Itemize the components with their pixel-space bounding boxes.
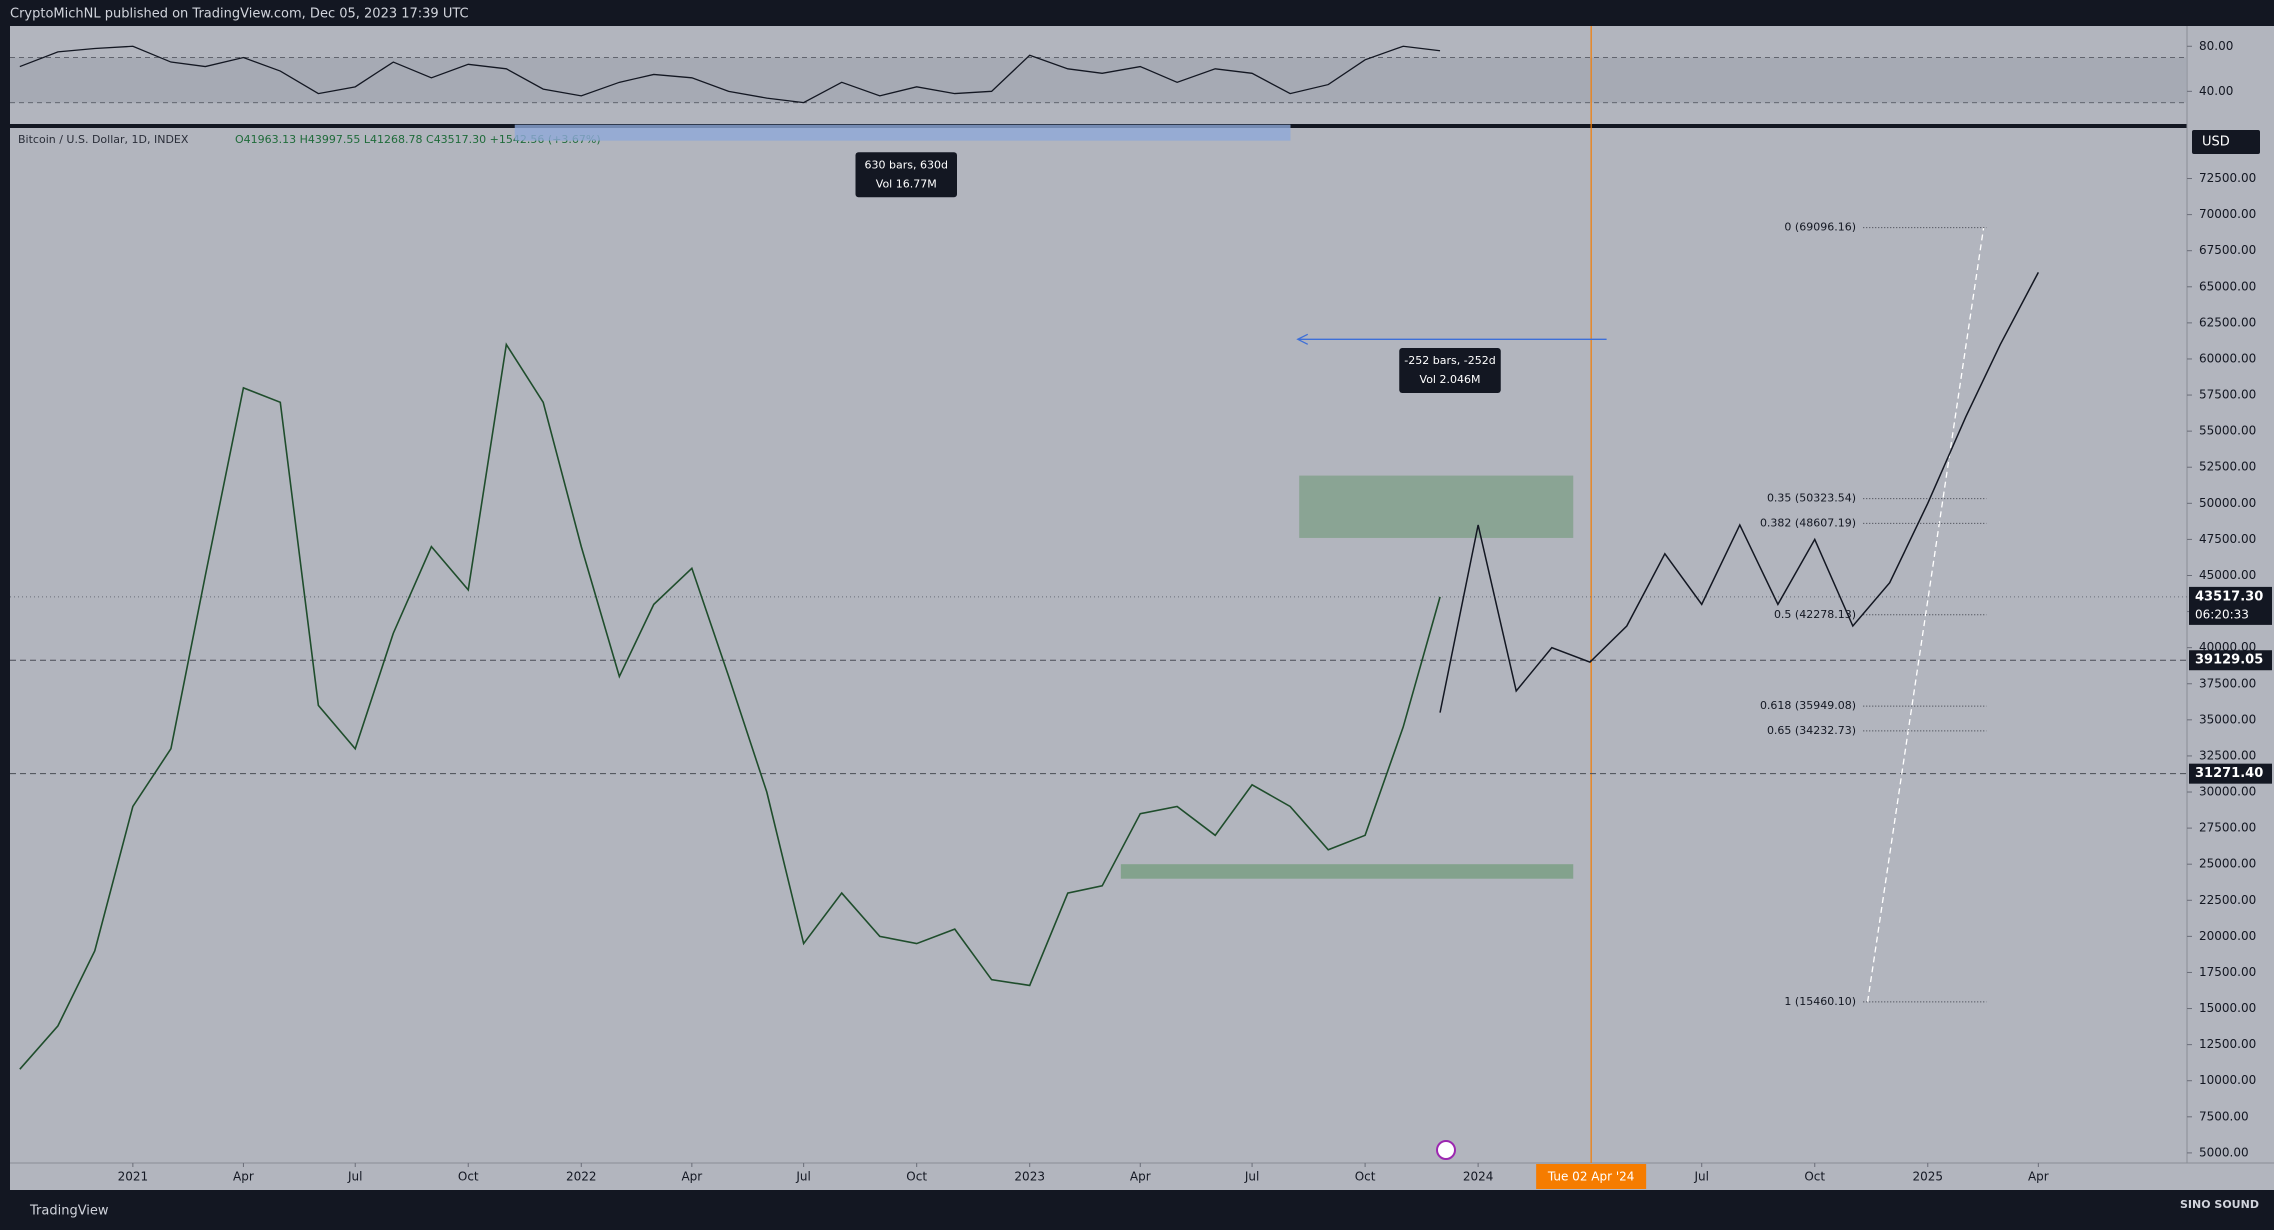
rsi-band bbox=[10, 57, 2187, 103]
x-tick-label: 2024 bbox=[1463, 1170, 1494, 1184]
x-tick-label: Jul bbox=[1693, 1170, 1708, 1184]
y-tick-label: 72500.00 bbox=[2199, 171, 2256, 185]
y-tick-label: 25000.00 bbox=[2199, 857, 2256, 871]
x-tick-label: Oct bbox=[906, 1170, 927, 1184]
currency-box bbox=[2192, 130, 2260, 154]
x-tick-label: Apr bbox=[1130, 1170, 1151, 1184]
y-tick-label: 67500.00 bbox=[2199, 243, 2256, 257]
fib-diagonal bbox=[1866, 227, 1985, 1002]
measure-line2: Vol 2.046M bbox=[1420, 373, 1481, 386]
legend-ohlc: O41963.13 H43997.55 L41268.78 C43517.30 … bbox=[235, 133, 601, 146]
header: CryptoMichNL published on TradingView.co… bbox=[10, 7, 469, 22]
projection bbox=[1439, 272, 2040, 713]
price-label-box bbox=[2189, 763, 2272, 784]
price-label: 43517.30 bbox=[2195, 589, 2263, 604]
y-tick-label: 35000.00 bbox=[2199, 712, 2256, 726]
fib-label: 1 (15460.10) bbox=[1784, 995, 1856, 1008]
y-tick-label: 47500.00 bbox=[2199, 532, 2256, 546]
y-tick-label: 30000.00 bbox=[2199, 785, 2256, 799]
x-tick-label: Jul bbox=[795, 1170, 810, 1184]
rsi-tick-label: 80.00 bbox=[2199, 39, 2233, 53]
price-label-box bbox=[2189, 650, 2272, 671]
y-tick-label: 27500.00 bbox=[2199, 821, 2256, 835]
price-pane bbox=[10, 128, 2187, 1163]
x-tick-label: 2023 bbox=[1014, 1170, 1045, 1184]
zone bbox=[1299, 475, 1574, 538]
y-tick-label: 62500.00 bbox=[2199, 315, 2256, 329]
currency: USD bbox=[2202, 135, 2230, 150]
y-tick-label: 52500.00 bbox=[2199, 460, 2256, 474]
x-tick-label: Oct bbox=[458, 1170, 479, 1184]
y-tick-label: 32500.00 bbox=[2199, 748, 2256, 762]
y-tick-label: 50000.00 bbox=[2199, 496, 2256, 510]
x-tick-label: Jul bbox=[347, 1170, 362, 1184]
price-label: 31271.40 bbox=[2195, 766, 2263, 781]
event-icon bbox=[1436, 1140, 1456, 1160]
y-tick-label: 65000.00 bbox=[2199, 279, 2256, 293]
fib-label: 0.35 (50323.54) bbox=[1767, 492, 1856, 505]
y-tick-label: 10000.00 bbox=[2199, 1073, 2256, 1087]
y-tick-label: 37500.00 bbox=[2199, 676, 2256, 690]
fib-label: 0.382 (48607.19) bbox=[1760, 516, 1856, 529]
x-tick-label: Oct bbox=[1355, 1170, 1376, 1184]
price-label: 39129.05 bbox=[2195, 653, 2263, 668]
fib-label: 0 (69096.16) bbox=[1784, 221, 1856, 234]
measure-box bbox=[855, 152, 957, 198]
y-tick-label: 20000.00 bbox=[2199, 929, 2256, 943]
x-tick-label: Apr bbox=[233, 1170, 254, 1184]
rsi-tick-label: 40.00 bbox=[2199, 84, 2233, 98]
y-tick-label: 7500.00 bbox=[2199, 1109, 2249, 1123]
y-tick-label: 70000.00 bbox=[2199, 207, 2256, 221]
x-tick-label: Apr bbox=[681, 1170, 702, 1184]
measure-line1: -252 bars, -252d bbox=[1404, 354, 1495, 367]
x-tick-label: 2021 bbox=[118, 1170, 149, 1184]
y-tick-label: 60000.00 bbox=[2199, 351, 2256, 365]
footer-logo: SINO SOUND bbox=[2180, 1198, 2259, 1211]
arrow-head bbox=[1296, 333, 1309, 345]
marker-box bbox=[1536, 1164, 1647, 1189]
y-tick-label: 57500.00 bbox=[2199, 388, 2256, 402]
price-label-box bbox=[2189, 586, 2272, 625]
measure-line2: Vol 16.77M bbox=[876, 177, 937, 190]
measure-line1: 630 bars, 630d bbox=[865, 158, 948, 171]
y-tick-label: 15000.00 bbox=[2199, 1001, 2256, 1015]
fib-label: 0.618 (35949.08) bbox=[1760, 699, 1856, 712]
rsi-line bbox=[19, 45, 1441, 104]
y-tick-label: 5000.00 bbox=[2199, 1145, 2249, 1159]
zone bbox=[1120, 864, 1574, 879]
x-tick-label: Oct bbox=[1804, 1170, 1825, 1184]
x-tick-label: 2025 bbox=[1913, 1170, 1944, 1184]
price-line-series bbox=[19, 342, 1441, 1070]
footer-brand: TradingView bbox=[29, 1204, 109, 1219]
legend-symbol: Bitcoin / U.S. Dollar, 1D, INDEX bbox=[18, 133, 189, 146]
fib-label: 0.65 (34232.73) bbox=[1767, 724, 1856, 737]
x-tick-label: Jul bbox=[1244, 1170, 1259, 1184]
measure-box bbox=[1399, 348, 1501, 393]
y-tick-label: 22500.00 bbox=[2199, 893, 2256, 907]
y-tick-label: 45000.00 bbox=[2199, 568, 2256, 582]
range-bar bbox=[514, 124, 1291, 141]
x-tick-label: Apr bbox=[2028, 1170, 2049, 1184]
y-tick-label: 55000.00 bbox=[2199, 424, 2256, 438]
marker-label: Tue 02 Apr '24 bbox=[1547, 1170, 1635, 1184]
countdown: 06:20:33 bbox=[2195, 607, 2249, 621]
y-tick-label: 12500.00 bbox=[2199, 1037, 2256, 1051]
time-axis bbox=[10, 1163, 2274, 1190]
y-tick-label: 17500.00 bbox=[2199, 965, 2256, 979]
fib-label: 0.5 (42278.13) bbox=[1774, 608, 1856, 621]
x-tick-label: 2022 bbox=[566, 1170, 597, 1184]
